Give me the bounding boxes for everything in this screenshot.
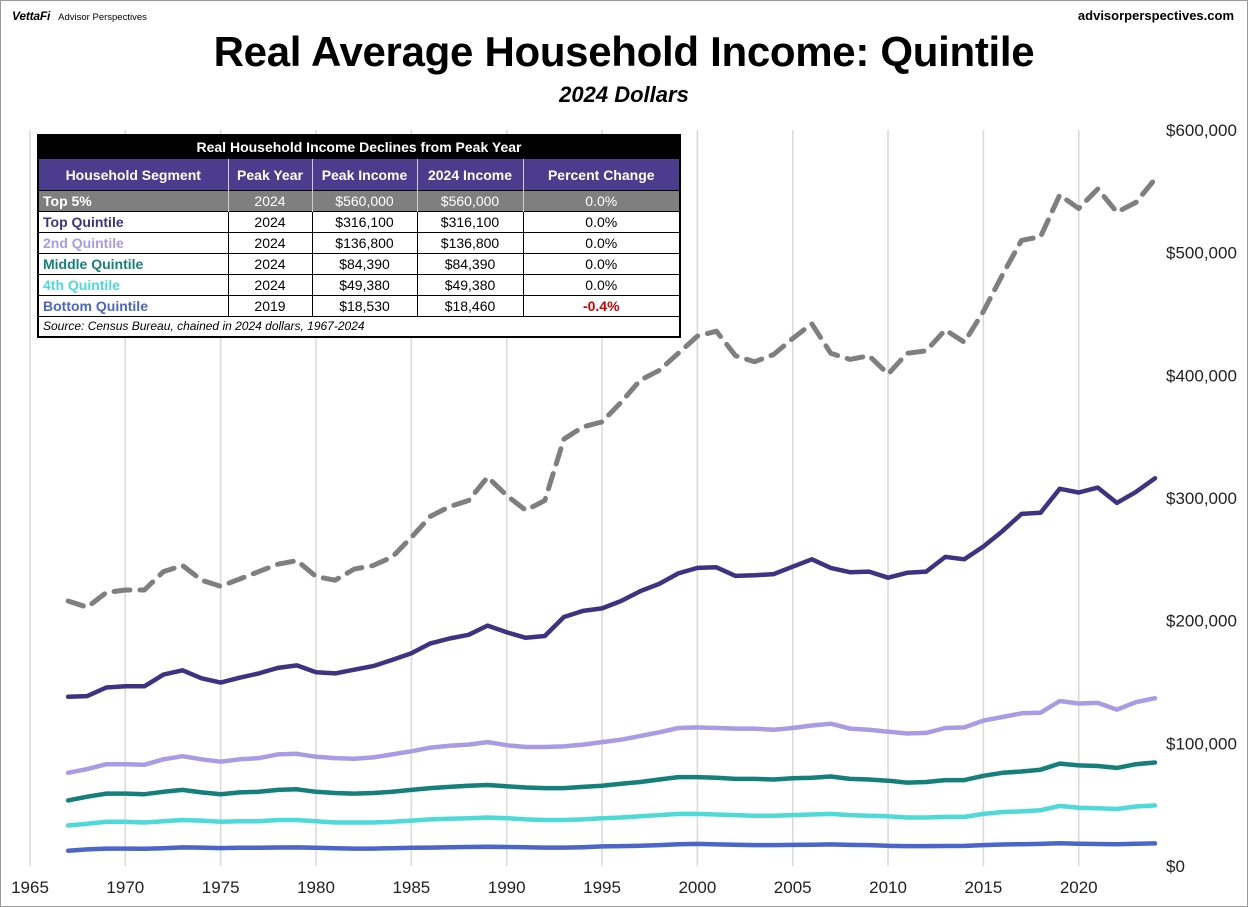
table-row: Middle Quintile 2024 $84,390 $84,390 0.0% — [39, 253, 679, 275]
x-tick-label: 1975 — [202, 878, 240, 897]
row-peak-income: $560,000 — [311, 190, 417, 212]
table-row: Bottom Quintile 2019 $18,530 $18,460 -0.4% — [39, 295, 679, 316]
row-peak-year: 2019 — [227, 295, 312, 316]
row-peak-income: $49,380 — [311, 274, 417, 296]
row-2024-income: $136,800 — [416, 232, 523, 254]
row-percent-change: 0.0% — [522, 211, 679, 233]
series-line-bottom-quintile — [65, 841, 1158, 853]
row-2024-income: $49,380 — [416, 274, 523, 296]
x-tick-label: 1970 — [106, 878, 144, 897]
y-tick-label: $200,000 — [1166, 612, 1237, 631]
table-caption: Real Household Income Declines from Peak… — [39, 136, 679, 159]
x-tick-label: 2010 — [869, 878, 907, 897]
y-tick-label: $300,000 — [1166, 489, 1237, 508]
row-percent-change: 0.0% — [522, 232, 679, 254]
x-tick-label: 2000 — [678, 878, 716, 897]
series-line-2nd-quintile — [65, 695, 1158, 776]
row-peak-year: 2024 — [227, 253, 312, 275]
row-segment: 2nd Quintile — [39, 232, 228, 254]
row-percent-change: -0.4% — [522, 295, 679, 316]
row-peak-income: $136,800 — [311, 232, 417, 254]
row-segment: Middle Quintile — [39, 253, 228, 275]
y-axis-ticks: $0 $100,000 $200,000 $300,000 $400,000 $500,0… — [1166, 121, 1237, 876]
y-tick-label: $500,000 — [1166, 244, 1237, 263]
header-peak-income: Peak Income — [311, 159, 417, 191]
brand-name: VettaFi — [12, 9, 51, 23]
row-segment: Top Quintile — [39, 211, 228, 233]
header-segment: Household Segment — [39, 159, 228, 191]
y-tick-label: $600,000 — [1166, 121, 1237, 140]
row-2024-income: $316,100 — [416, 211, 523, 233]
y-tick-label: $100,000 — [1166, 734, 1237, 753]
row-peak-income: $18,530 — [311, 295, 417, 316]
x-tick-label: 1985 — [392, 878, 430, 897]
table-source: Source: Census Bureau, chained in 2024 d… — [39, 316, 679, 336]
row-peak-year: 2024 — [227, 190, 312, 212]
series-line-top-quintile — [65, 476, 1158, 699]
x-tick-label: 1980 — [297, 878, 335, 897]
chart-title: Real Average Household Income: Quintile — [213, 28, 1035, 75]
brand-subtitle: Advisor Perspectives — [58, 12, 147, 23]
table-row: Top Quintile 2024 $316,100 $316,100 0.0% — [39, 211, 679, 233]
peak-decline-table: Real Household Income Declines from Peak… — [37, 134, 681, 338]
series-line-top-5 — [65, 176, 1158, 610]
row-peak-year: 2024 — [227, 232, 312, 254]
table-header-row: Household Segment Peak Year Peak Income … — [39, 159, 679, 191]
row-percent-change: 0.0% — [522, 274, 679, 296]
row-segment: 4th Quintile — [39, 274, 228, 296]
row-2024-income: $560,000 — [416, 190, 523, 212]
table-row: 2nd Quintile 2024 $136,800 $136,800 0.0% — [39, 232, 679, 254]
x-tick-label: 1990 — [488, 878, 526, 897]
series-line-4th-quintile — [65, 803, 1158, 828]
x-tick-label: 1995 — [583, 878, 621, 897]
row-peak-income: $316,100 — [311, 211, 417, 233]
row-2024-income: $18,460 — [416, 295, 523, 316]
x-tick-label: 2020 — [1060, 878, 1098, 897]
x-tick-label: 2015 — [964, 878, 1002, 897]
site-url: advisorperspectives.com — [1077, 8, 1234, 23]
table-row: 4th Quintile 2024 $49,380 $49,380 0.0% — [39, 274, 679, 296]
x-tick-label: 1965 — [11, 878, 49, 897]
table-row: Top 5% 2024 $560,000 $560,000 0.0% — [39, 190, 679, 212]
row-segment: Bottom Quintile — [39, 295, 228, 316]
vertical-gridlines — [29, 130, 1080, 866]
series-lines — [65, 176, 1158, 853]
row-percent-change: 0.0% — [522, 253, 679, 275]
chart-subtitle: 2024 Dollars — [559, 82, 689, 107]
x-axis-ticks: 1965 1970 1975 1980 1985 1990 1995 2000 2005 2010… — [11, 878, 1098, 897]
y-tick-label: $0 — [1166, 857, 1185, 876]
series-line-middle-quintile — [65, 760, 1158, 803]
row-peak-year: 2024 — [227, 211, 312, 233]
y-tick-label: $400,000 — [1166, 366, 1237, 385]
header-percent-change: Percent Change — [522, 159, 679, 191]
row-peak-year: 2024 — [227, 274, 312, 296]
row-percent-change: 0.0% — [522, 190, 679, 212]
header-peak-year: Peak Year — [227, 159, 312, 191]
row-segment: Top 5% — [39, 190, 228, 212]
row-2024-income: $84,390 — [416, 253, 523, 275]
brand-logo: VettaFi Advisor Perspectives — [12, 9, 147, 23]
row-peak-income: $84,390 — [311, 253, 417, 275]
x-tick-label: 2005 — [774, 878, 812, 897]
header-2024-income: 2024 Income — [416, 159, 523, 191]
